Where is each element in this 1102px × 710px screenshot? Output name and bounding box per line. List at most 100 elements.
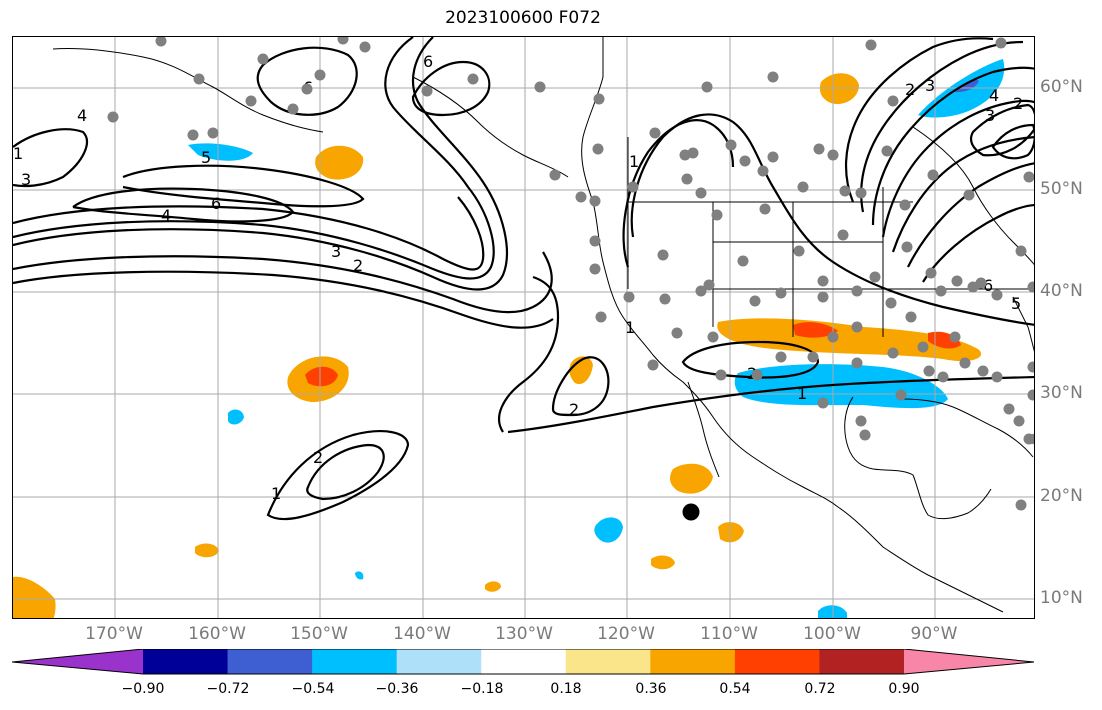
shade-orange-ak xyxy=(315,145,364,180)
shade-blue-south xyxy=(734,364,948,409)
colorbar-segments xyxy=(12,649,1034,674)
station-marker xyxy=(951,275,963,287)
station-marker xyxy=(595,311,607,323)
station-marker xyxy=(575,191,587,203)
station-marker xyxy=(749,295,761,307)
lon-label-170w: 170°W xyxy=(85,624,143,644)
shade-orange-pac5 xyxy=(195,543,219,558)
shade-red-pacific1 xyxy=(305,366,338,387)
station-marker xyxy=(1015,499,1027,511)
station-marker xyxy=(1023,171,1034,183)
contours xyxy=(13,37,1034,521)
shade-orange-canada xyxy=(819,73,859,105)
shade-orange-pac2 xyxy=(670,463,713,494)
station-marker xyxy=(245,95,257,107)
contour-label-1b: 1 xyxy=(271,484,281,503)
contour-label-3b: 3 xyxy=(21,170,31,189)
lat-label-40n: 40°N xyxy=(1040,281,1083,301)
station-marker xyxy=(927,169,939,181)
station-marker xyxy=(797,181,809,193)
colorbar-tick-2: −0.72 xyxy=(206,681,250,697)
station-marker xyxy=(657,249,669,261)
station-marker xyxy=(703,279,715,291)
station-marker xyxy=(905,311,917,323)
station-marker xyxy=(193,73,205,85)
contour-label-6c: 6 xyxy=(423,52,433,71)
graticule xyxy=(13,37,1034,618)
map-title: 2023100600 F072 xyxy=(445,8,601,28)
shade-blue-ak xyxy=(188,143,253,161)
station-marker xyxy=(467,73,479,85)
station-marker xyxy=(337,37,349,45)
contour-label-1d: 1 xyxy=(629,152,639,171)
station-marker xyxy=(757,165,769,177)
contour-label-2d: 2 xyxy=(353,256,363,275)
station-marker xyxy=(759,203,771,215)
lon-label-120w: 120°W xyxy=(597,624,655,644)
station-marker xyxy=(715,369,727,381)
station-marker xyxy=(817,291,829,303)
contour-label-2f: 2 xyxy=(1013,94,1023,113)
station-marker xyxy=(695,285,707,297)
shade-orange-central xyxy=(717,318,982,362)
station-marker xyxy=(901,241,913,253)
contour-label-6a: 6 xyxy=(211,194,221,213)
shade-blue-pac2 xyxy=(594,517,623,543)
station-marker xyxy=(959,357,971,369)
station-marker xyxy=(851,357,863,369)
station-marker xyxy=(592,143,604,155)
station-marker xyxy=(155,37,167,47)
station-marker xyxy=(671,327,683,339)
colorbar-segment xyxy=(143,649,229,674)
lon-label-100w: 100°W xyxy=(803,624,861,644)
colorbar xyxy=(12,649,1035,675)
contour-label-5b: 5 xyxy=(1011,294,1021,313)
station-marker xyxy=(855,415,867,427)
station-marker xyxy=(887,95,899,107)
colorbar-tick-1: −0.90 xyxy=(121,681,165,697)
station-marker xyxy=(1027,361,1034,373)
station-marker xyxy=(895,389,907,401)
station-marker xyxy=(549,169,561,181)
colorbar-tick-9: 0.72 xyxy=(804,681,836,697)
station-marker xyxy=(859,429,871,441)
station-marker xyxy=(107,111,119,123)
contour-label-6b: 6 xyxy=(983,276,993,295)
station-marker xyxy=(681,173,693,185)
lon-label-150w: 150°W xyxy=(290,624,348,644)
station-marker xyxy=(807,351,819,363)
station-marker xyxy=(793,245,805,257)
lon-label-90w: 90°W xyxy=(910,624,958,644)
lon-label-130w: 130°W xyxy=(495,624,553,644)
station-marker xyxy=(207,127,219,139)
lon-label-140w: 140°W xyxy=(393,624,451,644)
station-marker xyxy=(1027,281,1034,293)
colorbar-segment xyxy=(650,649,736,674)
station-marker xyxy=(869,271,881,283)
colorbar-segment xyxy=(734,649,820,674)
colorbar-tick-5: −0.18 xyxy=(460,681,504,697)
station-marker xyxy=(359,41,371,53)
colorbar-tick-4: −0.36 xyxy=(375,681,419,697)
station-marker xyxy=(839,185,851,197)
station-marker xyxy=(287,103,299,115)
station-marker xyxy=(995,37,1007,49)
station-marker xyxy=(767,151,779,163)
station-marker xyxy=(649,127,661,139)
shade-orange-sw xyxy=(13,576,56,618)
shade-blue-pacific1 xyxy=(228,409,244,425)
station-marker xyxy=(737,255,749,267)
station-marker xyxy=(1029,433,1034,445)
shade-orange-pac4 xyxy=(651,555,675,570)
station-marker xyxy=(711,209,723,221)
station-marker xyxy=(851,285,863,297)
contour-label-4b: 4 xyxy=(77,106,87,125)
shade-purple-ne xyxy=(953,79,979,93)
colorbar-segment xyxy=(819,649,905,674)
station-marker xyxy=(885,297,897,309)
colorbar-extend-low xyxy=(12,649,143,674)
colorbar-segment xyxy=(227,649,313,674)
lat-label-50n: 50°N xyxy=(1040,179,1083,199)
station-marker xyxy=(1013,415,1025,427)
station-marker xyxy=(314,69,326,81)
